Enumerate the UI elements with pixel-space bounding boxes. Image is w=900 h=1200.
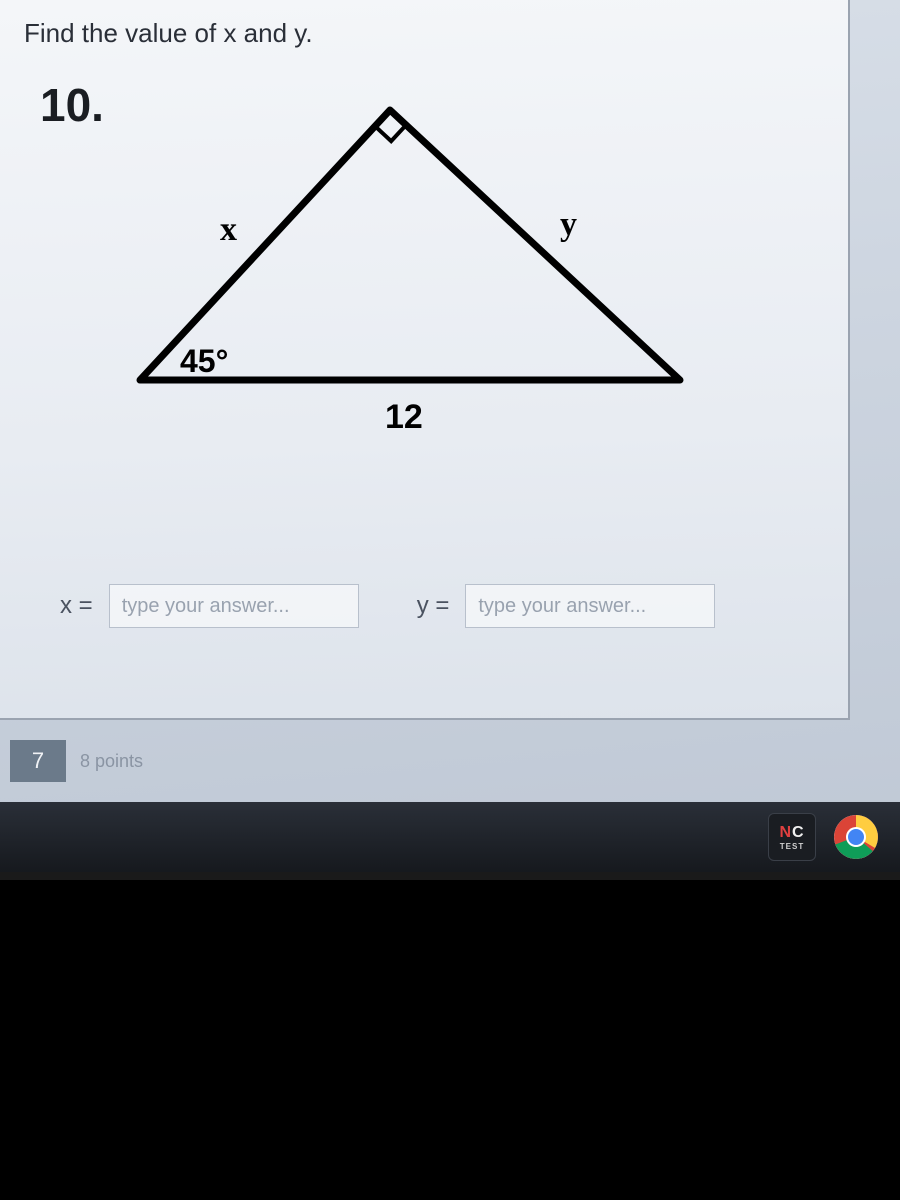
question-card: Find the value of x and y. 10. x y 45° 1… xyxy=(0,0,850,720)
triangle-svg: x y 45° 12 xyxy=(110,80,710,440)
answer-y-input[interactable] xyxy=(465,584,715,628)
label-base-12: 12 xyxy=(385,398,423,436)
label-x: x xyxy=(220,211,237,248)
chrome-app-icon[interactable] xyxy=(832,813,880,861)
label-angle-45: 45° xyxy=(180,343,228,379)
triangle-diagram: x y 45° 12 xyxy=(110,80,710,440)
chrome-icon xyxy=(834,815,878,859)
quiz-screen: Find the value of x and y. 10. x y 45° 1… xyxy=(0,0,900,880)
question-number: 10. xyxy=(40,78,104,132)
nctest-app-icon[interactable]: NC TEST xyxy=(768,813,816,861)
nctest-label-test: TEST xyxy=(780,842,804,851)
answer-x-label: x = xyxy=(60,592,93,620)
taskbar: NC TEST xyxy=(0,802,900,872)
answer-x-input[interactable] xyxy=(109,584,359,628)
answer-y-label: y = xyxy=(417,592,450,620)
right-angle-marker xyxy=(375,125,406,141)
nctest-label-nc: NC xyxy=(779,824,804,842)
next-question-number: 7 xyxy=(10,740,66,782)
next-question-points: 8 points xyxy=(80,751,143,772)
answer-row: x = y = xyxy=(60,584,808,628)
next-question-header[interactable]: 7 8 points xyxy=(10,740,143,782)
below-screen-black xyxy=(0,880,900,1200)
question-prompt: Find the value of x and y. xyxy=(24,18,824,49)
label-y: y xyxy=(560,206,577,243)
